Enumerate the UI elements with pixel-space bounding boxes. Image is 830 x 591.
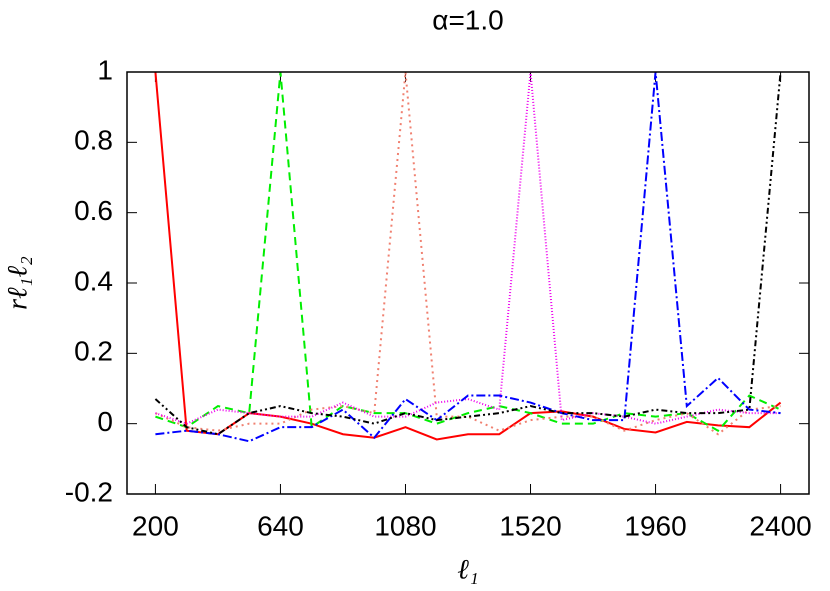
y-tick-label: 0.6 xyxy=(74,195,113,226)
series-line xyxy=(154,71,782,436)
chart-title: α=1.0 xyxy=(432,4,503,35)
y-tick-label: 0.8 xyxy=(74,125,113,156)
x-tick-label: 1520 xyxy=(499,510,561,541)
x-tick-label: 1960 xyxy=(624,510,686,541)
x-tick-label: 1080 xyxy=(374,510,436,541)
series-line xyxy=(155,71,781,436)
y-tick-label: 0.4 xyxy=(74,265,113,296)
y-tick-label: 0.2 xyxy=(74,336,113,367)
y-tick-label: -0.2 xyxy=(65,476,113,507)
x-tick-label: 640 xyxy=(257,510,304,541)
series-line xyxy=(155,71,781,432)
x-axis-label: ℓ₁ xyxy=(457,554,478,585)
series-line xyxy=(155,71,781,443)
plot-frame xyxy=(126,71,810,495)
series-line xyxy=(154,71,782,441)
x-tick-label: 200 xyxy=(132,510,179,541)
y-tick-label: 0 xyxy=(97,406,113,437)
y-tick-label: 1 xyxy=(97,54,113,85)
y-axis-label: rℓ₁ℓ₂ xyxy=(2,256,33,310)
x-tick-label: 2400 xyxy=(749,510,811,541)
series-line xyxy=(155,71,781,425)
